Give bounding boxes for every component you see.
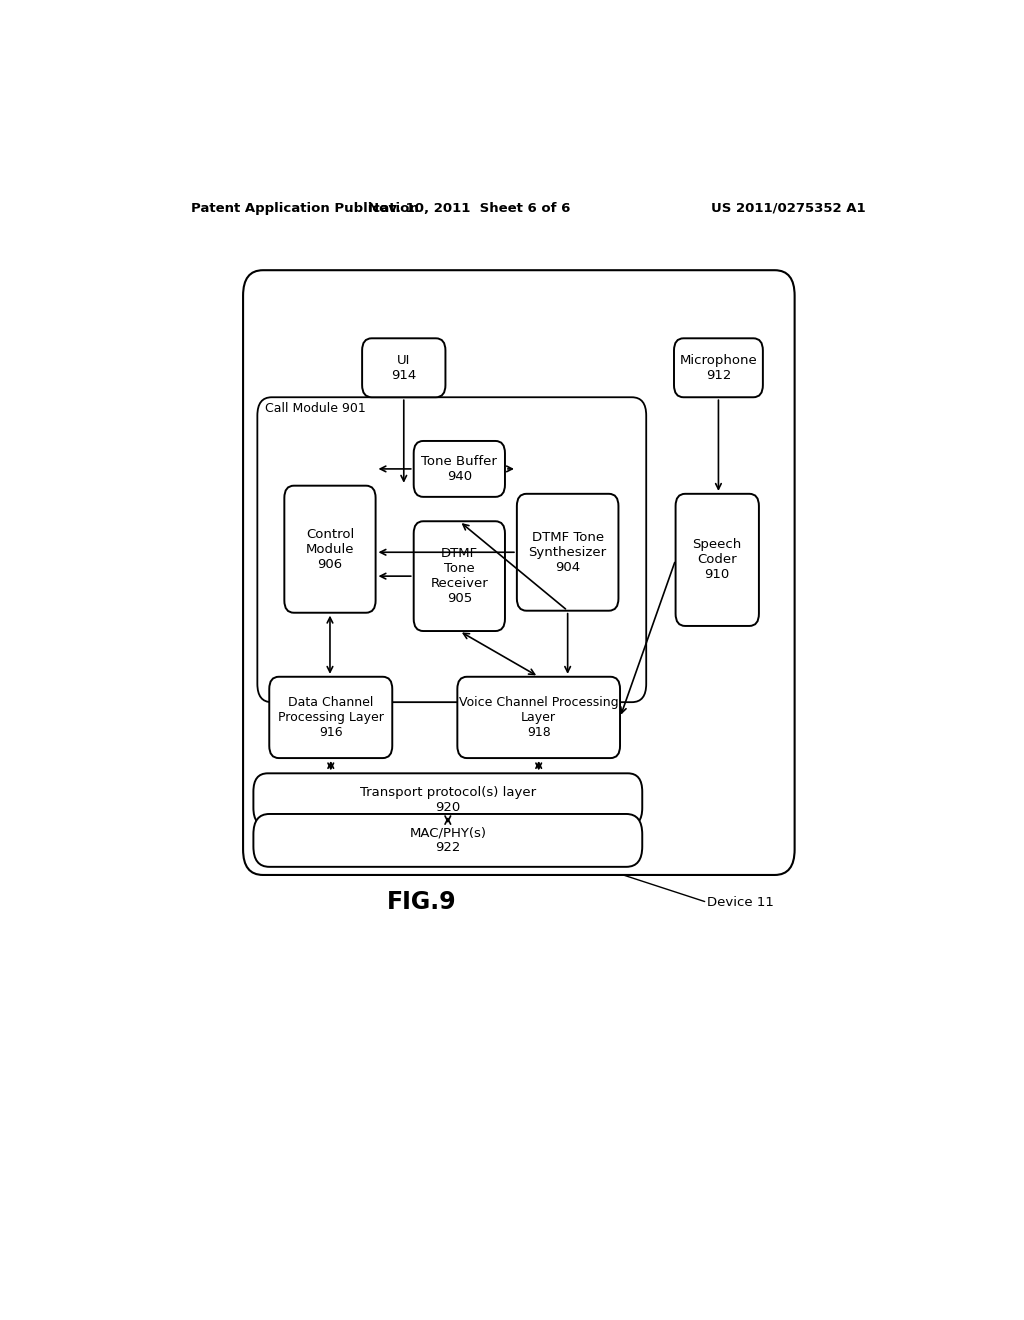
Text: Speech
Coder
910: Speech Coder 910 xyxy=(692,539,741,581)
Text: Voice Channel Processing
Layer
918: Voice Channel Processing Layer 918 xyxy=(459,696,618,739)
FancyBboxPatch shape xyxy=(458,677,620,758)
Text: Transport protocol(s) layer
920: Transport protocol(s) layer 920 xyxy=(359,785,536,813)
FancyBboxPatch shape xyxy=(243,271,795,875)
FancyBboxPatch shape xyxy=(253,814,642,867)
FancyBboxPatch shape xyxy=(517,494,618,611)
Text: US 2011/0275352 A1: US 2011/0275352 A1 xyxy=(712,202,866,215)
Text: Nov. 10, 2011  Sheet 6 of 6: Nov. 10, 2011 Sheet 6 of 6 xyxy=(368,202,570,215)
Text: Tone Buffer
940: Tone Buffer 940 xyxy=(422,455,498,483)
FancyBboxPatch shape xyxy=(414,441,505,496)
FancyBboxPatch shape xyxy=(285,486,376,612)
Text: Call Module 901: Call Module 901 xyxy=(265,403,366,416)
Text: Control
Module
906: Control Module 906 xyxy=(306,528,354,570)
FancyBboxPatch shape xyxy=(253,774,642,826)
Text: Patent Application Publication: Patent Application Publication xyxy=(191,202,419,215)
Text: MAC/PHY(s)
922: MAC/PHY(s) 922 xyxy=(410,826,486,854)
FancyBboxPatch shape xyxy=(414,521,505,631)
FancyBboxPatch shape xyxy=(362,338,445,397)
Text: Device 11: Device 11 xyxy=(708,896,774,909)
Text: Data Channel
Processing Layer
916: Data Channel Processing Layer 916 xyxy=(278,696,384,739)
FancyBboxPatch shape xyxy=(269,677,392,758)
FancyBboxPatch shape xyxy=(674,338,763,397)
Text: UI
914: UI 914 xyxy=(391,354,417,381)
Text: Microphone
912: Microphone 912 xyxy=(680,354,758,381)
FancyBboxPatch shape xyxy=(257,397,646,702)
FancyBboxPatch shape xyxy=(676,494,759,626)
Text: FIG.9: FIG.9 xyxy=(387,891,457,915)
Text: DTMF Tone
Synthesizer
904: DTMF Tone Synthesizer 904 xyxy=(528,531,606,574)
Text: DTMF
Tone
Receiver
905: DTMF Tone Receiver 905 xyxy=(430,548,488,605)
